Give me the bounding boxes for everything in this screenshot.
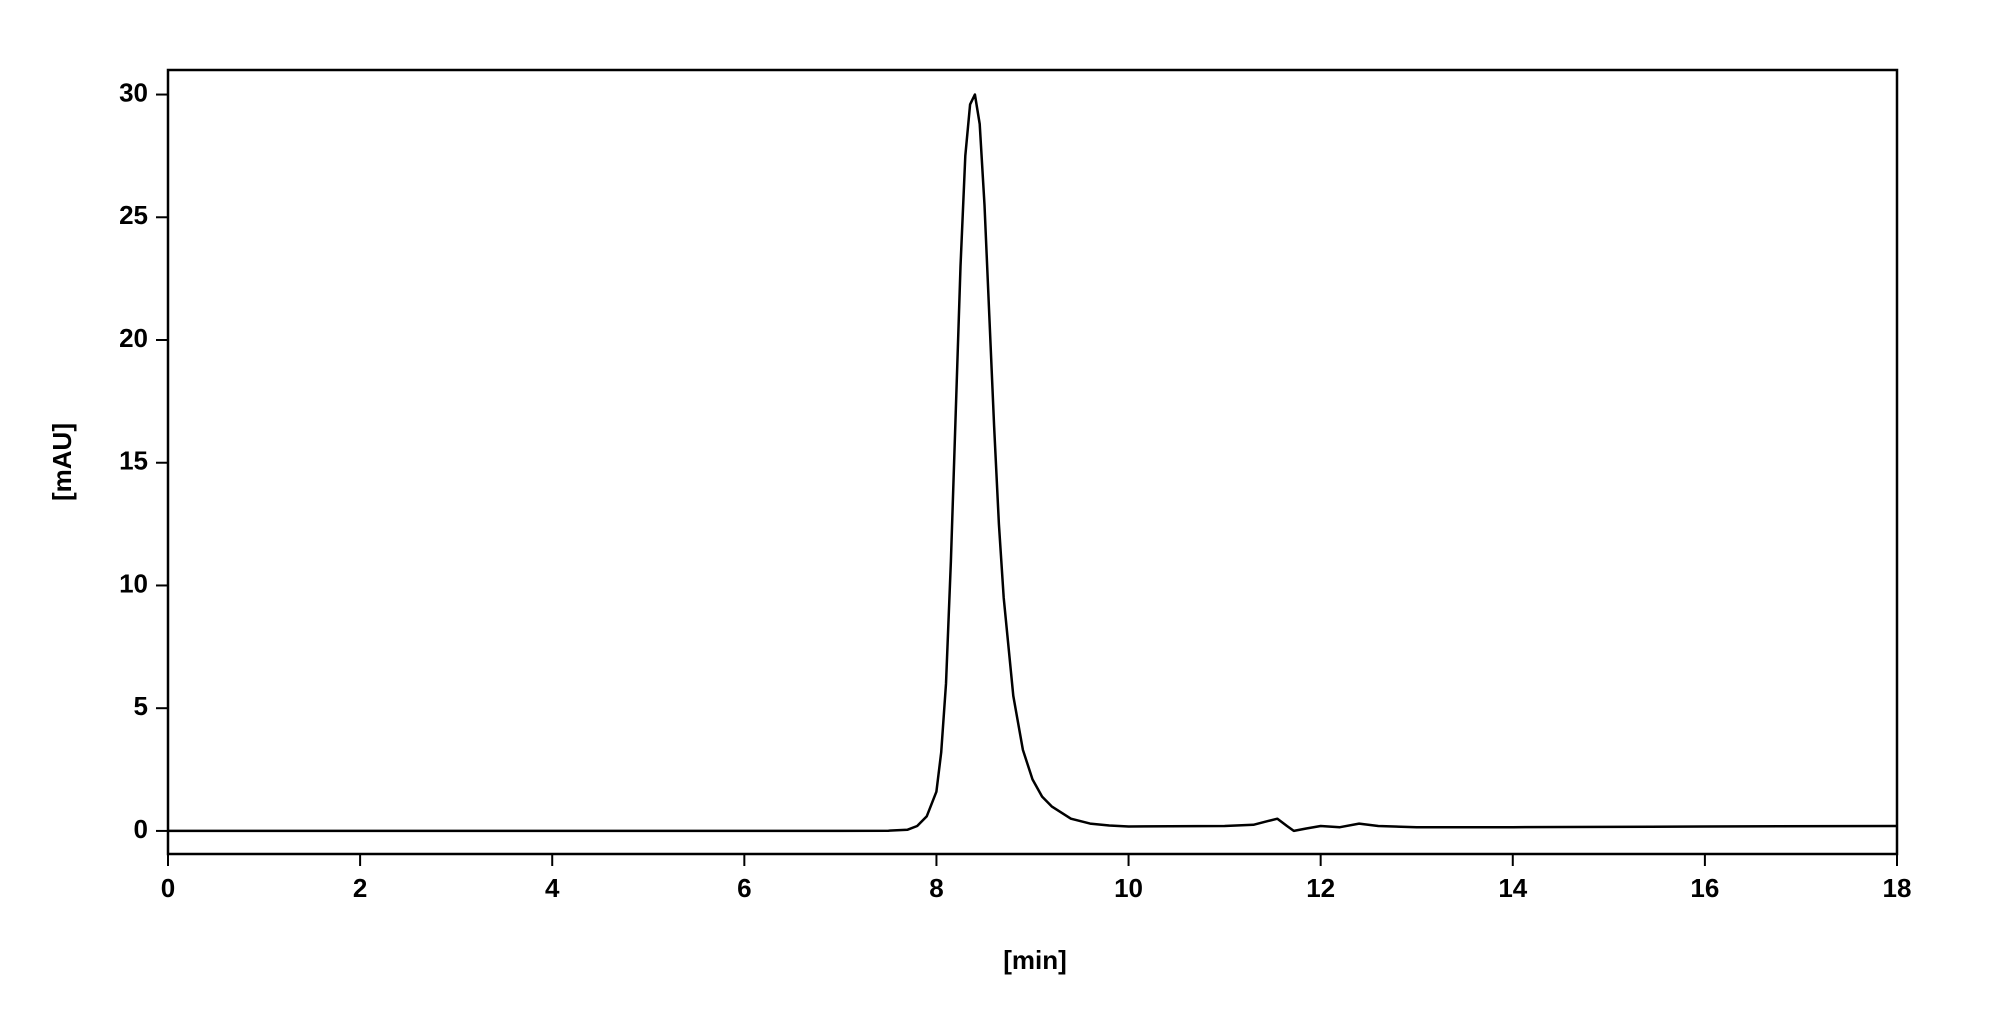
- y-tick-label: 15: [119, 446, 148, 476]
- x-tick-label: 4: [545, 873, 560, 903]
- x-axis-label: [min]: [1003, 945, 1067, 975]
- y-tick-label: 20: [119, 323, 148, 353]
- x-tick-label: 12: [1306, 873, 1335, 903]
- y-tick-label: 0: [134, 814, 148, 844]
- y-tick-label: 5: [134, 691, 148, 721]
- x-tick-label: 8: [929, 873, 943, 903]
- x-tick-label: 2: [353, 873, 367, 903]
- plot-frame: [166, 68, 1899, 856]
- x-tick-label: 0: [161, 873, 175, 903]
- y-tick-label: 25: [119, 200, 148, 230]
- x-tick-label: 10: [1114, 873, 1143, 903]
- y-tick-label: 30: [119, 77, 148, 107]
- x-tick-label: 16: [1690, 873, 1719, 903]
- x-tick-label: 18: [1883, 873, 1912, 903]
- y-tick-label: 10: [119, 568, 148, 598]
- signal-line: [168, 93, 1898, 833]
- x-tick-label: 14: [1498, 873, 1527, 903]
- y-axis-label: [mAU]: [47, 423, 77, 501]
- x-tick-label: 6: [737, 873, 751, 903]
